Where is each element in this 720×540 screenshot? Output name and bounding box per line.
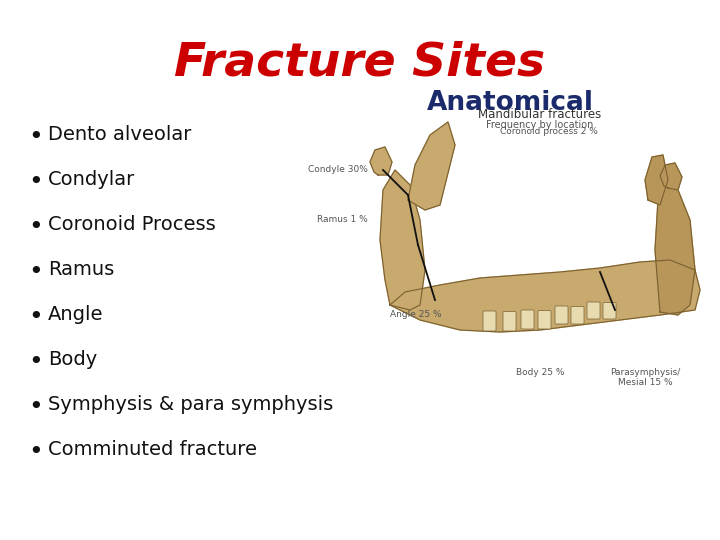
Text: Angle 25 %: Angle 25 % — [390, 310, 441, 319]
FancyBboxPatch shape — [555, 306, 568, 324]
FancyBboxPatch shape — [603, 302, 616, 319]
Text: •: • — [28, 260, 42, 284]
Text: •: • — [28, 125, 42, 149]
Polygon shape — [370, 147, 392, 175]
Text: •: • — [28, 395, 42, 419]
Polygon shape — [380, 170, 425, 310]
Polygon shape — [660, 163, 682, 190]
Text: Ramus 1 %: Ramus 1 % — [318, 215, 368, 225]
FancyBboxPatch shape — [538, 310, 551, 329]
Text: •: • — [28, 440, 42, 464]
Text: Anatomical: Anatomical — [426, 90, 593, 116]
FancyBboxPatch shape — [483, 311, 496, 331]
Polygon shape — [645, 155, 668, 205]
Text: •: • — [28, 305, 42, 329]
Text: Dento alveolar: Dento alveolar — [48, 125, 192, 144]
Polygon shape — [655, 182, 695, 315]
Text: Frequency by location: Frequency by location — [486, 120, 594, 130]
Text: •: • — [28, 350, 42, 374]
Text: Parasymphysis/
Mesial 15 %: Parasymphysis/ Mesial 15 % — [610, 368, 680, 387]
Text: Symphysis & para symphysis: Symphysis & para symphysis — [48, 395, 333, 414]
FancyBboxPatch shape — [571, 307, 584, 324]
Polygon shape — [408, 122, 455, 210]
Text: •: • — [28, 170, 42, 194]
Text: Body 25 %: Body 25 % — [516, 368, 564, 377]
Text: Mandibular fractures: Mandibular fractures — [478, 108, 602, 121]
Text: •: • — [28, 215, 42, 239]
Text: Comminuted fracture: Comminuted fracture — [48, 440, 257, 459]
FancyBboxPatch shape — [587, 302, 600, 319]
FancyBboxPatch shape — [503, 312, 516, 331]
Text: Condylar: Condylar — [48, 170, 135, 189]
FancyBboxPatch shape — [521, 310, 534, 329]
Text: Ramus: Ramus — [48, 260, 114, 279]
Text: Fracture Sites: Fracture Sites — [174, 40, 546, 85]
Text: Coronoid Process: Coronoid Process — [48, 215, 216, 234]
Text: Body: Body — [48, 350, 97, 369]
Text: Condyle 30%: Condyle 30% — [308, 165, 368, 174]
Text: Angle: Angle — [48, 305, 104, 324]
Text: Coronoid process 2 %: Coronoid process 2 % — [500, 127, 598, 137]
Polygon shape — [390, 260, 700, 332]
